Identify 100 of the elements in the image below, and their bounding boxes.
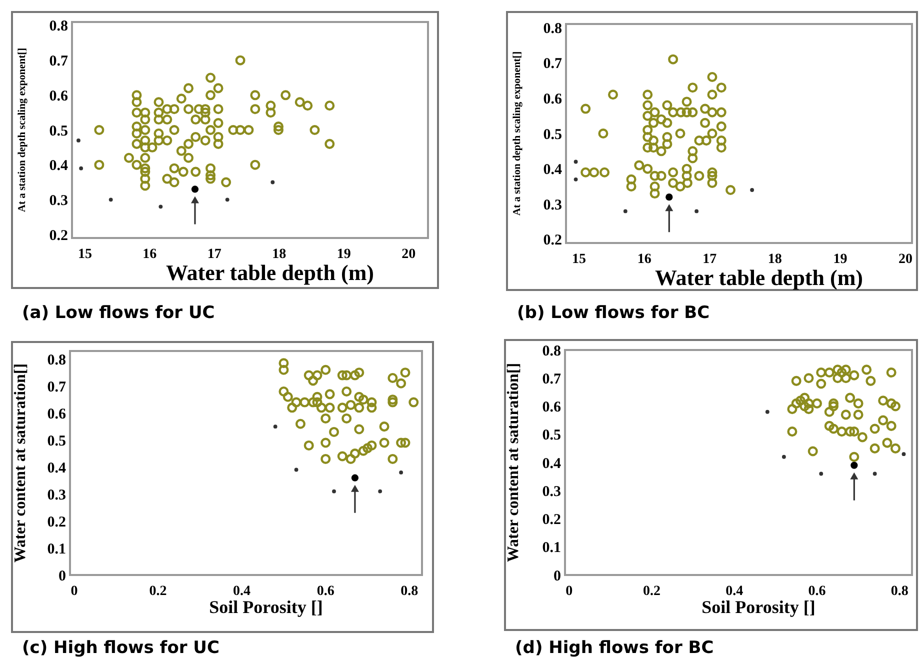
x-tick-label: 0.2	[149, 584, 167, 599]
point	[795, 396, 806, 406]
point	[878, 396, 888, 406]
y-tick-label: 0.3	[47, 487, 66, 504]
x-tick-label: 17	[702, 252, 717, 267]
point	[828, 424, 839, 434]
point	[366, 440, 377, 450]
point	[400, 438, 410, 448]
point	[379, 438, 390, 448]
point	[872, 472, 877, 476]
point	[819, 472, 824, 476]
x-tick-label: 19	[833, 252, 848, 267]
point	[623, 209, 628, 214]
point	[808, 446, 818, 456]
point	[304, 370, 314, 380]
point	[324, 389, 335, 400]
point	[840, 364, 851, 375]
point	[388, 397, 398, 408]
point	[351, 474, 359, 482]
point	[400, 368, 410, 378]
point	[388, 454, 398, 464]
y-tick-label: 0.4	[47, 460, 66, 476]
point	[886, 420, 896, 431]
point	[791, 376, 802, 386]
point	[354, 424, 364, 434]
point	[358, 446, 368, 456]
text: (b) Low flows for BC	[517, 303, 710, 323]
x-axis-title: Water table depth (m)	[166, 260, 374, 285]
point	[816, 378, 826, 389]
y-tick-label: 0.3	[543, 197, 562, 214]
point	[840, 410, 851, 420]
point	[304, 440, 314, 450]
point	[836, 426, 847, 437]
y-tick-label: 0.2	[543, 232, 562, 249]
point	[850, 462, 858, 469]
point	[824, 406, 834, 417]
point	[845, 426, 856, 437]
point	[278, 386, 289, 396]
x-tick-label: 20	[402, 247, 416, 262]
point	[866, 376, 876, 386]
y-tick-label: 0.6	[49, 88, 68, 104]
x-tick-label: 0.4	[726, 584, 744, 599]
x-tick-label: 16	[142, 247, 157, 262]
point	[886, 368, 896, 378]
y-tick-label: 0.5	[543, 126, 562, 143]
x-tick-label: 18	[272, 247, 286, 262]
y-tick-label: 0.7	[47, 379, 66, 396]
y-tick-label: 0.4	[542, 456, 562, 472]
point	[853, 398, 864, 408]
point	[354, 368, 364, 378]
point	[346, 400, 356, 410]
y-tick-label: 0.8	[543, 20, 562, 37]
x-tick-label: 16	[637, 252, 652, 267]
point	[812, 398, 822, 408]
x-axis-title: Soil Porosity []	[209, 597, 323, 617]
point	[666, 194, 673, 201]
point	[787, 404, 798, 414]
x-tick-label: 0.8	[400, 584, 418, 599]
point	[782, 454, 786, 459]
point	[800, 392, 810, 403]
x-tick-label: 0	[70, 584, 78, 599]
point	[273, 424, 278, 429]
point	[350, 370, 360, 380]
y-tick-label: 0.5	[49, 123, 68, 140]
point	[366, 397, 377, 408]
point	[849, 426, 860, 437]
point	[342, 413, 352, 424]
x-tick-label: 0.8	[890, 584, 908, 599]
point	[312, 370, 322, 380]
y-tick-label: 0.5	[47, 433, 66, 450]
y-tick-label: 0.2	[49, 228, 68, 244]
point	[890, 443, 900, 454]
y-tick-label: 0.7	[49, 54, 68, 70]
point	[312, 397, 322, 408]
point	[787, 426, 798, 437]
y-tick-label: 0.2	[47, 514, 66, 530]
point	[824, 420, 834, 431]
point	[870, 424, 880, 434]
point	[158, 204, 163, 209]
x-tick-label: 15	[572, 252, 586, 267]
point	[408, 397, 419, 408]
point	[312, 392, 322, 402]
point	[791, 398, 802, 408]
point	[694, 209, 699, 214]
point	[849, 452, 860, 462]
point	[354, 402, 364, 413]
y-tick-label: 0.8	[542, 343, 561, 360]
point	[845, 392, 856, 403]
y-axis-title: Water content at saturation[]	[505, 362, 522, 562]
point	[291, 397, 302, 408]
point	[832, 364, 843, 375]
y-axis-title: At a station depth scaling exponent[]	[512, 51, 523, 216]
point	[857, 432, 868, 442]
point	[824, 368, 834, 378]
x-tick-label: 15	[78, 247, 92, 262]
point	[882, 438, 892, 448]
point	[350, 448, 360, 459]
point	[853, 410, 864, 420]
y-tick-label: 0	[58, 568, 66, 584]
y-tick-label: 0.6	[543, 91, 562, 108]
